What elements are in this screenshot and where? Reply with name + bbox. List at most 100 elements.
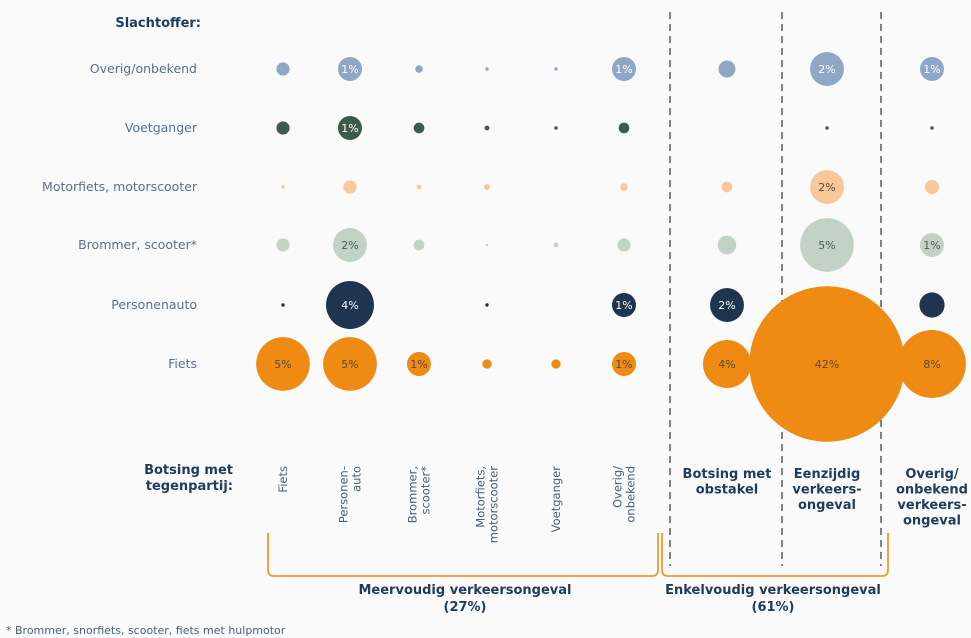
- row-label-5: Personenauto: [111, 297, 197, 312]
- bubble-r4-c2: [333, 228, 367, 262]
- col-label-eenzijdig-line-3: ongeval: [798, 498, 856, 513]
- col-label-overig-line-2: onbekend: [624, 466, 638, 523]
- col-label-overig_enkel-line-4: ongeval: [903, 514, 961, 529]
- col-label-overig_enkel-line-1: Overig/: [905, 467, 959, 482]
- row-label-4: Brommer, scooter*: [78, 237, 197, 252]
- bubble-r6-c4: [482, 359, 492, 369]
- bubble-r2-c5: [554, 126, 558, 130]
- bubble-r2-c3: [413, 122, 425, 134]
- bubble-r3-c8: [810, 170, 844, 204]
- bubble-r1-c5: [554, 67, 558, 71]
- bubble-label-r5-c6: 1%: [615, 299, 632, 312]
- bubble-label-r1-c6: 1%: [615, 63, 632, 76]
- bubble-label-r4-c9: 1%: [923, 239, 940, 252]
- row-label-1: Overig/onbekend: [90, 61, 197, 76]
- bubble-label-r3-c8: 2%: [818, 181, 835, 194]
- bubble-label-r6-c9: 8%: [923, 358, 940, 371]
- bubble-r5-c7: [710, 288, 744, 322]
- brace-meervoudig: [267, 533, 659, 577]
- bubble-r1-c1: [276, 62, 290, 76]
- bubble-r5-c2: [326, 281, 374, 329]
- bubble-r4-c5: [553, 242, 559, 248]
- bubble-r4-c3: [413, 239, 425, 251]
- col-label-fiets-line-1: Fiets: [276, 466, 290, 493]
- bubble-r1-c9: [920, 57, 944, 81]
- col-label-personenauto-line-2: auto: [350, 466, 364, 492]
- bubble-label-r2-c2: 1%: [341, 122, 358, 135]
- bubble-r2-c8: [825, 126, 829, 130]
- footnote: * Brommer, snorfiets, scooter, fiets met…: [6, 624, 286, 637]
- bubble-label-r6-c3: 1%: [410, 358, 427, 371]
- col-label-personenauto-line-1: Personen-: [337, 466, 351, 523]
- bubble-r1-c6: [612, 57, 636, 81]
- col-label-motorfiets-line-1: Motorfiets,: [474, 466, 488, 528]
- bubble-r4-c6: [617, 238, 631, 252]
- group-label-meervoudig: Meervoudig verkeersongeval: [358, 583, 571, 598]
- bubble-label-r4-c8: 5%: [818, 239, 835, 252]
- group-share-enkelvoudig: (61%): [752, 600, 795, 615]
- bubble-label-r1-c2: 1%: [341, 63, 358, 76]
- bubble-r3-c6: [620, 183, 628, 191]
- col-label-obstakel-line-1: Botsing met: [683, 467, 772, 482]
- col-label-overig_enkel-line-2: onbekend: [896, 483, 968, 498]
- bubble-r3-c4: [484, 184, 490, 190]
- bubble-r6-c1: [256, 337, 310, 391]
- bubble-label-r6-c8: 42%: [815, 358, 839, 371]
- col-header-line-2: tegenpartij:: [146, 479, 233, 494]
- bubble-r1-c3: [415, 65, 423, 73]
- brace-enkelvoudig: [661, 533, 889, 577]
- col-label-eenzijdig-line-1: Eenzijdig: [794, 467, 861, 482]
- col-label-motorfiets-line-2: motorscooter: [487, 466, 501, 543]
- bubble-label-r5-c2: 4%: [341, 299, 358, 312]
- bubble-r4-c1: [276, 238, 290, 252]
- bubble-label-r1-c8: 2%: [818, 63, 835, 76]
- col-label-overig_enkel-line-3: verkeers-: [897, 498, 966, 513]
- bubble-r3-c7: [721, 181, 733, 193]
- row-header: Slachtoffer:: [115, 16, 201, 31]
- bubble-r2-c1: [276, 121, 290, 135]
- bubble-label-r6-c1: 5%: [274, 358, 291, 371]
- bubble-r5-c6: [612, 293, 636, 317]
- bubble-label-r6-c2: 5%: [341, 358, 358, 371]
- bubble-r3-c1: [281, 185, 285, 189]
- col-label-overig-line-1: Overig/: [611, 466, 625, 508]
- col-header-line-1: Botsing met: [144, 463, 233, 478]
- bubble-r5-c1: [281, 303, 285, 307]
- bubble-r2-c2: [338, 116, 362, 140]
- bubble-r3-c3: [416, 184, 422, 190]
- col-label-eenzijdig-line-2: verkeers-: [792, 483, 861, 498]
- bubble-label-r1-c9: 1%: [923, 63, 940, 76]
- bubble-r3-c9: [924, 179, 940, 195]
- bubble-r4-c7: [717, 235, 737, 255]
- bubble-r1-c2: [338, 57, 362, 81]
- bubble-label-r6-c7: 4%: [718, 358, 735, 371]
- row-label-3: Motorfiets, motorscooter: [42, 179, 198, 194]
- row-label-6: Fiets: [168, 356, 197, 371]
- bubble-r6-c3: [407, 352, 431, 376]
- bubble-r6-c2: [323, 337, 377, 391]
- bubble-r1-c4: [485, 67, 489, 71]
- bubble-label-r4-c2: 2%: [341, 239, 358, 252]
- row-label-2: Voetganger: [125, 120, 198, 135]
- bubble-r5-c4: [485, 303, 489, 307]
- col-label-voetganger-line-1: Voetganger: [549, 466, 563, 533]
- bubble-r6-c6: [612, 352, 636, 376]
- bubble-r1-c8: [810, 52, 844, 86]
- group-label-enkelvoudig: Enkelvoudig verkeersongeval: [665, 583, 881, 598]
- bubble-r6-c5: [551, 359, 561, 369]
- bubble-r5-c9: [919, 292, 945, 318]
- bubble-r2-c4: [484, 125, 490, 131]
- bubble-label-r6-c6: 1%: [615, 358, 632, 371]
- bubble-r6-c8: [749, 286, 905, 442]
- bubble-r3-c2: [343, 180, 357, 194]
- bubble-r4-c8: [800, 218, 854, 272]
- bubble-r4-c4: [485, 243, 489, 247]
- bubble-r2-c6: [618, 122, 630, 134]
- bubble-label-r5-c7: 2%: [718, 299, 735, 312]
- col-label-obstakel-line-2: obstakel: [696, 483, 759, 498]
- col-label-brommer-line-2: scooter*: [419, 466, 433, 515]
- bubble-r6-c7: [703, 340, 751, 388]
- bubble-r2-c9: [930, 126, 934, 130]
